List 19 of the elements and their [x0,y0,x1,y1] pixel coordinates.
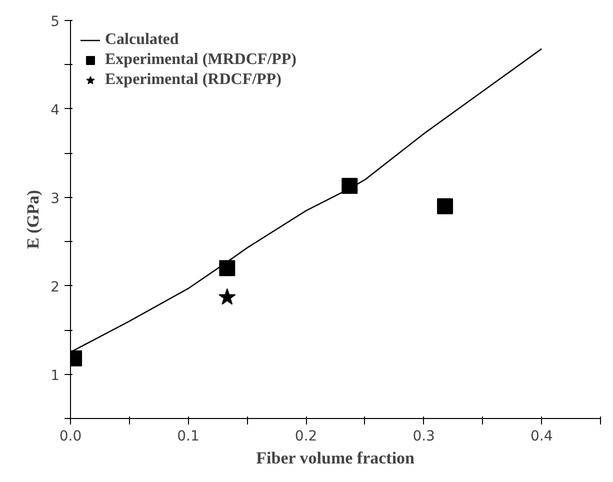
legend-label: Experimental (MRDCF/PP) [105,51,297,69]
legend-label: Calculated [105,31,179,49]
point [437,198,454,214]
y-axis-title: E (GPa) [24,190,43,250]
y-tick-label: 5 [50,14,60,30]
y-tick-label: 4 [50,102,60,118]
legend-label: Experimental (RDCF/PP) [105,71,282,89]
x-tick-label: 0.1 [177,428,200,444]
x-tick-label: 0.4 [530,428,553,444]
x-axis-title: Fiber volume fraction [256,448,416,468]
x-tick-label: 0.2 [294,428,318,444]
point [342,178,358,194]
point [219,260,236,276]
x-tick-label: 0.0 [59,428,82,444]
y-tick-label: 1 [50,368,60,384]
x-tick-label: 0.3 [412,428,435,444]
y-tick-label: 2 [50,279,60,296]
y-tick-label: 3 [50,190,60,207]
point [218,288,236,305]
